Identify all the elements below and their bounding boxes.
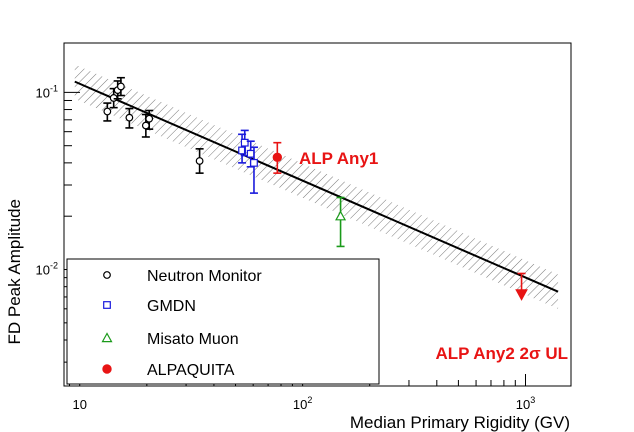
plot-frame	[63, 42, 572, 387]
data-point	[116, 82, 125, 91]
data-points	[103, 76, 347, 248]
fit-line	[74, 80, 559, 293]
data-point	[145, 114, 154, 123]
legend-label: ALPAQUITA	[147, 362, 235, 379]
legend-label: GMDN	[147, 298, 196, 315]
legend-marker	[103, 271, 111, 279]
annotation-label: ALP Any2 2σ UL	[435, 344, 568, 363]
legend-label: Neutron Monitor	[147, 268, 262, 285]
data-point	[141, 121, 150, 130]
data-point	[272, 152, 283, 163]
data-point	[246, 149, 255, 158]
legend-marker	[102, 364, 112, 374]
legend-box	[66, 258, 380, 385]
x-axis-label: Median Primary Rigidity (GV)	[350, 413, 570, 432]
y-axis: 10-2 10-1	[36, 83, 80, 363]
annotation-label: ALP Any1	[299, 149, 378, 168]
annotations: ALP Any1 ALP Any2 2σ UL	[299, 149, 568, 363]
data-point	[103, 107, 112, 116]
data-point	[195, 157, 204, 165]
y-tick-label: 10-2	[36, 261, 58, 278]
legend-marker	[103, 301, 111, 309]
y-axis-label: FD Peak Amplitude	[5, 199, 24, 345]
x-tick-label: 102	[293, 395, 312, 412]
x-tick-label: 103	[516, 395, 535, 412]
data-point	[109, 94, 118, 102]
legend-marker	[101, 332, 113, 343]
upper-limit-marker	[515, 272, 528, 301]
data-point	[335, 210, 347, 221]
y-tick-label: 10-1	[36, 83, 58, 100]
data-point	[125, 113, 134, 122]
data-point	[250, 158, 258, 167]
legend-label: Misato Muon	[147, 331, 239, 348]
data-point	[240, 138, 249, 147]
x-tick-label: 10	[72, 397, 86, 412]
fit-band-group	[74, 64, 559, 309]
upper-limit-arrow	[515, 289, 528, 301]
legend: Neutron Monitor GMDN Misato Muon ALPAQUITA	[66, 258, 380, 385]
